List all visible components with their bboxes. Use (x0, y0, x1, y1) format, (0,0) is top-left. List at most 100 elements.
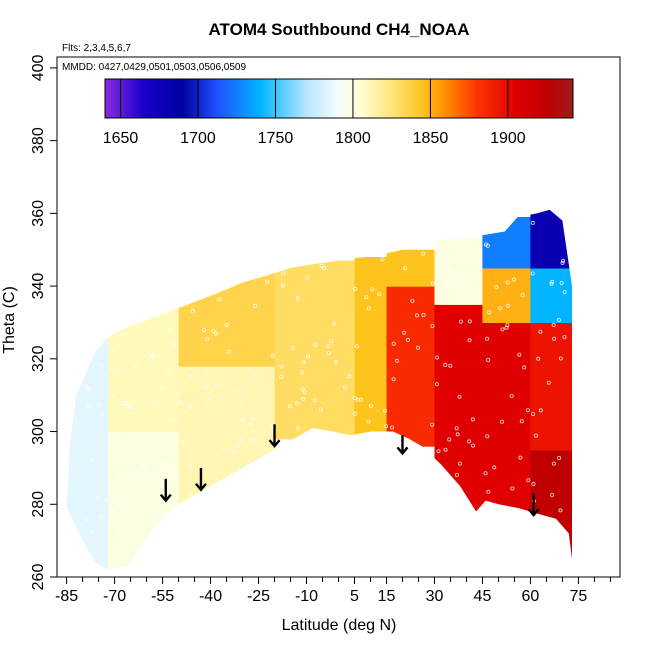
x-tick-label: 75 (570, 588, 588, 605)
sample-point (249, 245, 254, 250)
marker-arrow-head (396, 446, 409, 456)
sample-point (357, 433, 362, 438)
sample-point (328, 550, 333, 555)
sample-point (546, 548, 551, 553)
sample-point (341, 517, 346, 522)
sample-point (250, 416, 255, 421)
sample-point (383, 551, 388, 556)
colorbar-tick-label: 1800 (335, 130, 371, 147)
field-cell (434, 304, 484, 513)
sample-point (227, 487, 232, 492)
sample-point (393, 525, 398, 530)
sample-point (525, 408, 530, 413)
x-tick-label: 15 (378, 588, 396, 605)
sample-point (322, 266, 327, 271)
sample-point (402, 266, 407, 271)
sample-point (391, 341, 396, 346)
sample-point (538, 329, 543, 334)
sample-point (227, 225, 232, 230)
y-axis-label: Theta (C) (1, 286, 18, 354)
sample-point (517, 352, 522, 357)
sample-point (315, 526, 320, 531)
sample-point (268, 510, 273, 515)
sample-point (87, 387, 92, 392)
sample-point (500, 327, 505, 332)
dates-note: MMDD: 0427,0429,0501,0503,0506,0509 (62, 62, 246, 73)
sample-point (367, 521, 372, 526)
field-cell (178, 366, 276, 505)
sample-point (493, 523, 498, 528)
sample-point (332, 321, 337, 326)
sample-point (99, 363, 104, 368)
colorbar: 1650 1700 1750 1800 1850 1900 (103, 78, 574, 147)
sample-point (301, 360, 306, 365)
sample-point (396, 498, 401, 503)
sample-point (238, 389, 243, 394)
colorbar-ticks: 1650 1700 1750 1800 1850 1900 (103, 79, 526, 147)
sample-point (341, 525, 346, 530)
sample-point (390, 425, 395, 430)
sample-point (254, 477, 259, 482)
sample-point (190, 309, 195, 314)
sample-point (150, 353, 155, 358)
sample-point (417, 228, 422, 233)
sample-point (328, 514, 333, 519)
sample-point (509, 393, 514, 398)
y-tick-label: 360 (30, 200, 47, 227)
sample-point (410, 298, 415, 303)
sample-point (531, 411, 536, 416)
sample-point (562, 290, 567, 295)
sample-point (84, 516, 89, 521)
sample-point (512, 515, 517, 520)
sample-point (530, 271, 535, 276)
sample-point (434, 382, 439, 387)
sample-point (550, 492, 555, 497)
sample-point (429, 477, 434, 482)
sample-point (558, 356, 563, 361)
sample-point (470, 443, 475, 448)
sample-point (498, 306, 503, 311)
sample-point (302, 389, 307, 394)
colorbar-tick-label: 1650 (103, 130, 139, 147)
marker-arrow-head (159, 493, 172, 503)
x-tick-label: -10 (295, 588, 318, 605)
sample-point (96, 226, 101, 231)
y-axis: 260 280 300 320 340 360 380 400 (30, 54, 57, 590)
sample-point (250, 437, 255, 442)
sample-point (237, 527, 242, 532)
sample-point (471, 529, 476, 534)
sample-point (370, 287, 375, 292)
chart-title: ATOM4 Southbound CH4_NOAA (209, 20, 470, 39)
sample-point (83, 324, 88, 329)
sample-point (357, 249, 362, 254)
sample-point (192, 530, 197, 535)
x-axis-label: Latitude (deg N) (282, 617, 397, 634)
sample-point (159, 498, 164, 503)
sample-point (97, 402, 102, 407)
sample-point (505, 280, 510, 285)
sample-point (306, 354, 311, 359)
sample-point (460, 541, 465, 546)
field-cell (530, 267, 572, 323)
sample-point (467, 338, 472, 343)
sample-point (557, 455, 562, 460)
sample-point (204, 384, 209, 389)
sample-point (442, 294, 447, 299)
sample-point (475, 266, 480, 271)
sample-point (223, 447, 228, 452)
sample-point (519, 516, 524, 521)
sample-point (519, 419, 524, 424)
sample-point (193, 370, 198, 375)
sample-point (279, 461, 284, 466)
sample-point (154, 399, 159, 404)
sample-point (163, 460, 168, 465)
sample-point (520, 515, 525, 520)
sample-point (213, 331, 218, 336)
sample-point (430, 422, 435, 427)
colorbar-tick-label: 1850 (413, 130, 449, 147)
sample-point (270, 250, 275, 255)
sample-point (124, 540, 129, 545)
sample-point (368, 403, 373, 408)
sample-point (139, 298, 144, 303)
sample-point (447, 437, 452, 442)
